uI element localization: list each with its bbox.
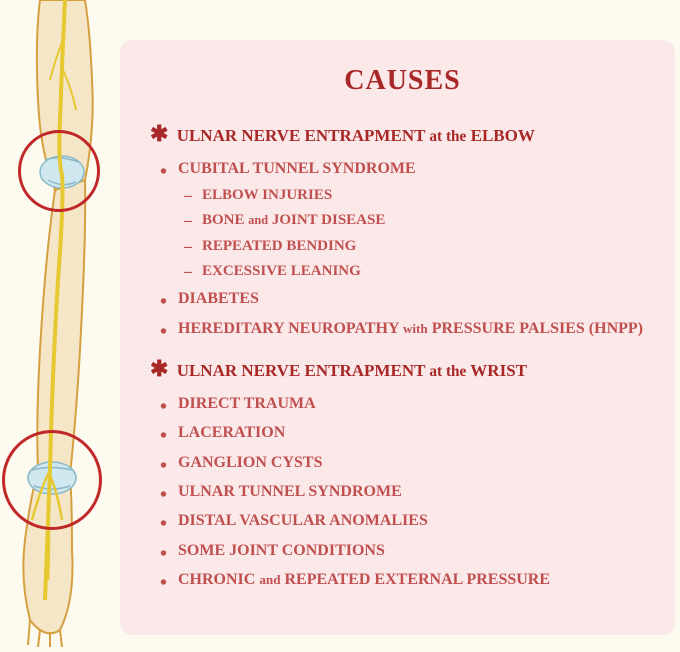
- cause-item: CUBITAL TUNNEL SYNDROMEELBOW INJURIESBON…: [178, 158, 655, 281]
- sub-cause-list: ELBOW INJURIES BONE and JOINT DISEASE REPE…: [178, 185, 655, 281]
- cause-item: CHRONIC and REPEATED EXTERNAL PRESSURE: [178, 569, 655, 591]
- cause-item: DISTAL VASCULAR ANOMALIES: [178, 510, 655, 532]
- cause-item: SOME JOINT CONDITIONS: [178, 540, 655, 562]
- sub-cause-item: REPEATED BENDING: [202, 236, 655, 256]
- sub-cause-item: BONE and JOINT DISEASE: [202, 210, 655, 230]
- sections-container: ✱ ULNAR NERVE ENTRAPMENT at the ELBOW CUB…: [150, 119, 655, 592]
- cause-item: ULNAR TUNNEL SYNDROME: [178, 481, 655, 503]
- section-heading: ✱ ULNAR NERVE ENTRAPMENT at the ELBOW: [150, 119, 655, 150]
- cause-list: CUBITAL TUNNEL SYNDROMEELBOW INJURIESBON…: [150, 158, 655, 340]
- panel-title: CAUSES: [150, 65, 655, 97]
- sub-cause-item: ELBOW INJURIES: [202, 185, 655, 205]
- highlight-circle: [2, 430, 102, 530]
- section-heading: ✱ ULNAR NERVE ENTRAPMENT at the WRIST: [150, 354, 655, 385]
- cause-item: GANGLION CYSTS: [178, 452, 655, 474]
- arm-illustration: [0, 0, 120, 647]
- cause-item: HEREDITARY NEUROPATHY with PRESSURE PALS…: [178, 318, 655, 340]
- cause-item: DIABETES: [178, 288, 655, 310]
- cause-list: DIRECT TRAUMA LACERATION GANGLION CYSTS ULN…: [150, 393, 655, 592]
- sub-cause-item: EXCESSIVE LEANING: [202, 261, 655, 281]
- causes-panel: CAUSES ✱ ULNAR NERVE ENTRAPMENT at the E…: [120, 40, 675, 635]
- cause-item: LACERATION: [178, 422, 655, 444]
- cause-item: DIRECT TRAUMA: [178, 393, 655, 415]
- highlight-circle: [18, 130, 100, 212]
